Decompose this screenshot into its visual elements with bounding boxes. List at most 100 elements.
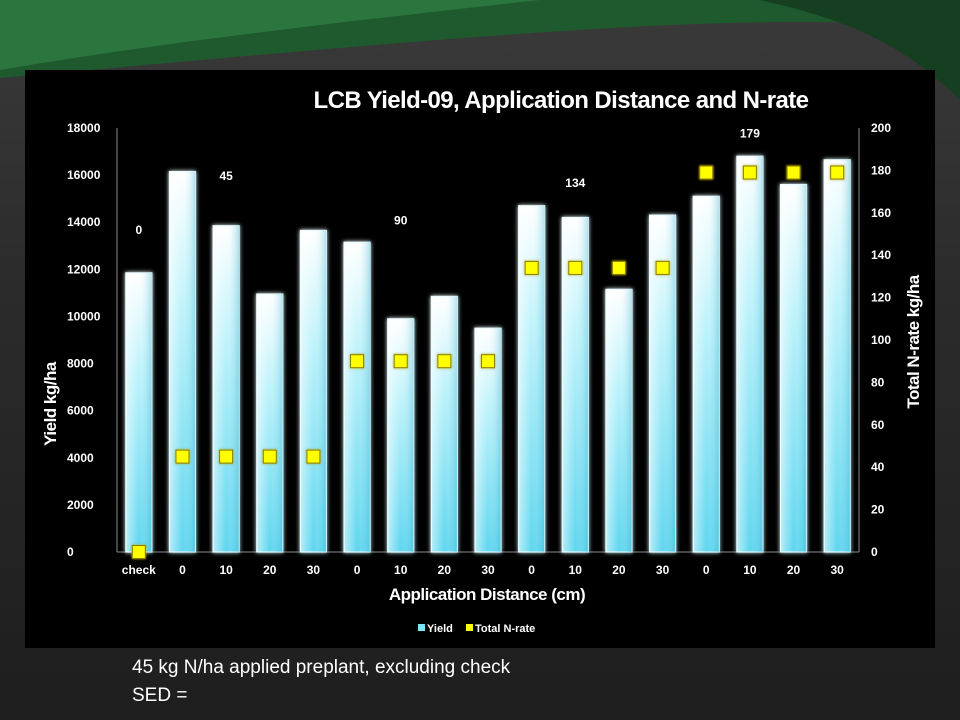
- bar-yield-11: [605, 288, 633, 553]
- x-tick-label-10: 10: [569, 563, 583, 577]
- slide-background-decoration: [0, 0, 960, 160]
- bar-yield-sheen: [213, 225, 240, 552]
- bar-yield-sheen: [824, 159, 851, 553]
- y2-tick-label-5: 100: [871, 333, 891, 347]
- annotation-label-0: 0: [135, 223, 142, 237]
- bar-yield-sheen: [125, 272, 152, 552]
- yield-bars: [125, 155, 851, 553]
- y-axis-title: Yield kg/ha: [41, 361, 60, 446]
- n-rate-markers: [131, 165, 845, 559]
- y-tick-label-1: 2000: [67, 498, 94, 512]
- bar-yield-12: [648, 214, 677, 553]
- y2-tick-label-2: 40: [871, 460, 885, 474]
- bar-yield-2: [212, 225, 240, 553]
- marker-n-rate-6: [393, 354, 408, 369]
- marker-n-rate-8: [481, 354, 495, 369]
- marker-n-rate-14: [742, 165, 757, 180]
- bar-yield-16: [823, 159, 851, 553]
- tick-labels: 0200040006000800010000120001400016000180…: [67, 121, 891, 577]
- bar-yield-6: [387, 318, 415, 553]
- annotation-label-4: 179: [740, 126, 760, 140]
- y-tick-label-3: 6000: [67, 404, 94, 418]
- x-tick-label-15: 20: [787, 563, 801, 577]
- annotation-labels: 0 45 90 134 179: [135, 126, 760, 237]
- footnote-sed: SED =: [132, 685, 188, 706]
- chart-canvas: LCB Yield-09, Application Distance and N…: [41, 87, 923, 635]
- x-tick-label-3: 20: [263, 563, 277, 577]
- marker-n-rate-13: [699, 165, 714, 180]
- footnote-preplant: 45 kg N/ha applied preplant, excluding c…: [132, 657, 511, 678]
- x-tick-label-16: 30: [830, 563, 844, 577]
- bar-yield-sheen: [300, 230, 327, 552]
- y-tick-label-5: 10000: [67, 309, 101, 323]
- bar-yield-13: [692, 195, 720, 553]
- bar-yield-sheen: [431, 296, 458, 552]
- y-tick-label-6: 12000: [67, 262, 101, 276]
- annotation-label-1: 45: [219, 169, 233, 183]
- bar-yield-sheen: [693, 196, 720, 553]
- legend-swatch-n-rate: [466, 624, 473, 631]
- y2-tick-label-6: 120: [871, 291, 891, 305]
- x-tick-label-6: 10: [394, 563, 408, 577]
- bar-yield-5: [343, 241, 371, 553]
- marker-n-rate-9: [524, 260, 539, 275]
- x-tick-label-9: 0: [528, 563, 535, 577]
- bar-yield-sheen: [344, 242, 371, 552]
- marker-n-rate-4: [306, 449, 321, 464]
- marker-n-rate-11: [611, 260, 626, 275]
- marker-n-rate-10: [568, 260, 583, 275]
- bar-yield-0: [125, 272, 153, 553]
- bar-yield-sheen: [605, 289, 632, 552]
- x-tick-label-13: 0: [703, 563, 710, 577]
- bar-yield-sheen: [736, 156, 763, 552]
- chart-panel: LCB Yield-09, Application Distance and N…: [25, 70, 935, 648]
- marker-n-rate-12: [655, 260, 670, 275]
- x-tick-label-8: 30: [481, 563, 495, 577]
- bar-yield-4: [299, 229, 328, 553]
- bar-yield-9: [518, 205, 546, 553]
- bar-yield-sheen: [780, 184, 807, 552]
- bar-yield-14: [736, 155, 764, 553]
- y2-tick-label-7: 140: [871, 248, 891, 262]
- marker-n-rate-3: [262, 449, 277, 464]
- bar-yield-sheen: [256, 294, 283, 552]
- x-tick-label-2: 10: [219, 563, 233, 577]
- chart-title: LCB Yield-09, Application Distance and N…: [314, 87, 809, 114]
- legend-swatch-yield: [418, 624, 425, 631]
- y2-tick-label-0: 0: [871, 545, 878, 559]
- marker-n-rate-5: [350, 354, 365, 369]
- y-tick-label-7: 14000: [67, 215, 101, 229]
- y2-tick-label-10: 200: [871, 121, 891, 135]
- x-tick-label-11: 20: [612, 563, 626, 577]
- y2-tick-label-3: 60: [871, 418, 885, 432]
- x-tick-label-1: 0: [179, 563, 186, 577]
- y2-tick-label-9: 180: [871, 163, 891, 177]
- y-tick-label-2: 4000: [67, 451, 94, 465]
- y-tick-label-4: 8000: [67, 357, 94, 371]
- marker-n-rate-2: [219, 449, 234, 464]
- legend: Yield Total N-rate: [418, 623, 535, 635]
- y2-tick-label-1: 20: [871, 503, 885, 517]
- legend-label-n-rate: Total N-rate: [475, 623, 535, 635]
- y-tick-label-9: 18000: [67, 121, 101, 135]
- bar-yield-1: [168, 170, 197, 553]
- marker-n-rate-0: [131, 545, 146, 559]
- x-tick-label-12: 30: [656, 563, 670, 577]
- bar-yield-15: [779, 183, 808, 553]
- bar-yield-sheen: [387, 318, 414, 552]
- y-tick-label-8: 16000: [67, 168, 101, 182]
- bar-yield-7: [430, 295, 458, 553]
- x-tick-label-14: 10: [743, 563, 757, 577]
- legend-label-yield: Yield: [427, 623, 453, 635]
- x-tick-label-5: 0: [354, 563, 361, 577]
- y2-axis-title: Total N-rate kg/ha: [904, 274, 923, 408]
- x-axis-title: Application Distance (cm): [389, 585, 585, 604]
- bar-yield-3: [256, 293, 284, 553]
- annotation-label-2: 90: [394, 214, 408, 228]
- y-tick-label-0: 0: [67, 545, 74, 559]
- marker-n-rate-1: [175, 449, 190, 464]
- bar-yield-sheen: [518, 205, 545, 552]
- marker-n-rate-7: [437, 354, 452, 369]
- marker-n-rate-15: [786, 165, 801, 180]
- y2-tick-label-8: 160: [871, 206, 891, 220]
